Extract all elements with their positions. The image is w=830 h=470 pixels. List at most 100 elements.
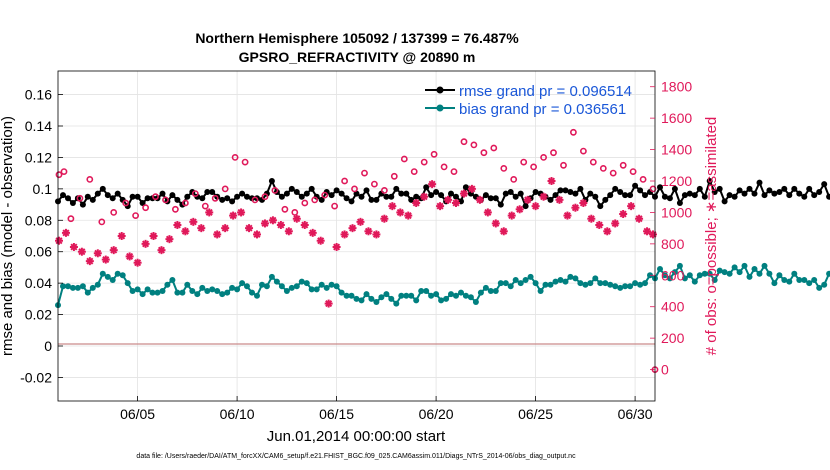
bias-point bbox=[671, 269, 678, 276]
rmse-point bbox=[716, 185, 723, 192]
bias-point bbox=[318, 281, 325, 288]
bias-point bbox=[378, 294, 385, 301]
bias-point bbox=[283, 288, 290, 294]
bias-point bbox=[159, 288, 166, 294]
rmse-point bbox=[89, 196, 96, 203]
obs-possible-marker bbox=[550, 149, 557, 157]
bias-point bbox=[711, 277, 718, 283]
bias-point bbox=[179, 289, 186, 296]
star-stroke bbox=[245, 224, 253, 232]
bias-point bbox=[657, 266, 663, 272]
rmse-point bbox=[239, 190, 246, 197]
bias-point bbox=[204, 288, 211, 294]
obs-possible-marker bbox=[67, 215, 75, 223]
obs-possible-marker bbox=[191, 190, 199, 197]
x-tick-label: 06/10 bbox=[220, 406, 255, 422]
star-stroke bbox=[173, 221, 181, 229]
obs-assimilated-marker bbox=[141, 239, 150, 248]
bias-point bbox=[288, 284, 295, 291]
obs-assimilated-marker bbox=[221, 224, 230, 233]
obs-assimilated-marker bbox=[316, 236, 325, 245]
y-left-tick-label: 0.08 bbox=[25, 212, 52, 228]
star-stroke bbox=[301, 221, 309, 229]
bias-point bbox=[234, 286, 241, 293]
obs-assimilated-marker bbox=[444, 195, 453, 204]
obs-assimilated-marker bbox=[364, 227, 373, 236]
rmse-point bbox=[438, 192, 445, 199]
rmse-point bbox=[229, 198, 236, 205]
rmse-point bbox=[706, 178, 713, 184]
obs-assimilated-marker bbox=[276, 221, 285, 229]
bias-point bbox=[214, 288, 221, 294]
obs-assimilated-marker bbox=[587, 214, 596, 223]
obs-assimilated-marker bbox=[531, 202, 540, 211]
x-tick-label: 06/05 bbox=[120, 406, 155, 422]
bias-point bbox=[706, 270, 713, 277]
legend-rmse-marker bbox=[436, 86, 444, 94]
obs-possible-marker bbox=[570, 128, 577, 136]
bias-point bbox=[114, 270, 121, 277]
bias-point bbox=[507, 283, 514, 290]
star-stroke bbox=[428, 180, 436, 188]
obs-possible-marker bbox=[420, 158, 428, 166]
rmse-point bbox=[293, 189, 300, 195]
bias-point bbox=[781, 277, 788, 283]
obs-possible-marker bbox=[221, 185, 229, 193]
star-stroke bbox=[571, 204, 579, 212]
bias-point bbox=[443, 295, 450, 302]
bias-point bbox=[308, 286, 315, 293]
rmse-point bbox=[283, 190, 290, 197]
obs-possible-marker bbox=[76, 194, 84, 202]
obs-assimilated-marker bbox=[459, 189, 468, 198]
obs-assimilated-marker bbox=[77, 247, 86, 256]
y-left-tick-label: 0.16 bbox=[25, 87, 52, 103]
bias-point bbox=[577, 280, 584, 287]
rmse-point bbox=[184, 193, 191, 200]
star-stroke bbox=[356, 218, 365, 226]
obs-assimilated-marker bbox=[627, 202, 636, 211]
star-stroke bbox=[189, 218, 197, 226]
bias-point bbox=[542, 281, 549, 288]
star-stroke bbox=[468, 185, 476, 193]
obs-assimilated-marker bbox=[93, 249, 102, 258]
rmse-point bbox=[602, 196, 609, 203]
bias-point bbox=[741, 262, 748, 269]
bias-point bbox=[199, 284, 206, 291]
x-tick-label: 06/30 bbox=[618, 406, 653, 422]
rmse-point bbox=[622, 192, 629, 199]
obs-assimilated-marker bbox=[649, 230, 658, 239]
star-stroke bbox=[118, 232, 126, 240]
rmse-point bbox=[487, 195, 494, 202]
bias-point bbox=[433, 291, 440, 298]
obs-possible-marker bbox=[301, 199, 309, 207]
obs-assimilated-marker bbox=[595, 221, 604, 229]
bias-point bbox=[622, 283, 629, 290]
y-left-tick-label: 0 bbox=[44, 338, 52, 354]
star-stroke bbox=[325, 300, 333, 308]
rmse-point bbox=[189, 189, 196, 195]
obs-assimilated-marker bbox=[579, 199, 588, 207]
obs-possible-marker bbox=[291, 208, 299, 216]
obs-assimilated-marker bbox=[420, 192, 429, 201]
bias-point bbox=[293, 283, 300, 290]
obs-assimilated-marker bbox=[372, 230, 381, 239]
bias-point bbox=[423, 288, 430, 294]
rmse-point bbox=[84, 193, 91, 200]
rmse-point bbox=[681, 192, 688, 199]
bias-point bbox=[731, 264, 738, 271]
rmse-point bbox=[741, 190, 748, 197]
bias-point bbox=[602, 280, 609, 287]
bias-point bbox=[756, 270, 763, 277]
bias-point bbox=[761, 262, 768, 269]
bias-point bbox=[477, 289, 484, 296]
bias-point bbox=[562, 278, 569, 285]
obs-assimilated-marker bbox=[117, 232, 126, 240]
bias-point bbox=[453, 292, 459, 299]
rmse-point bbox=[746, 185, 753, 192]
y-right-tick-label: 800 bbox=[661, 236, 685, 252]
obs-possible-marker bbox=[181, 199, 189, 207]
star-stroke bbox=[372, 230, 380, 238]
rmse-point bbox=[403, 190, 410, 197]
star-stroke bbox=[285, 227, 293, 235]
obs-possible-marker bbox=[619, 161, 627, 169]
